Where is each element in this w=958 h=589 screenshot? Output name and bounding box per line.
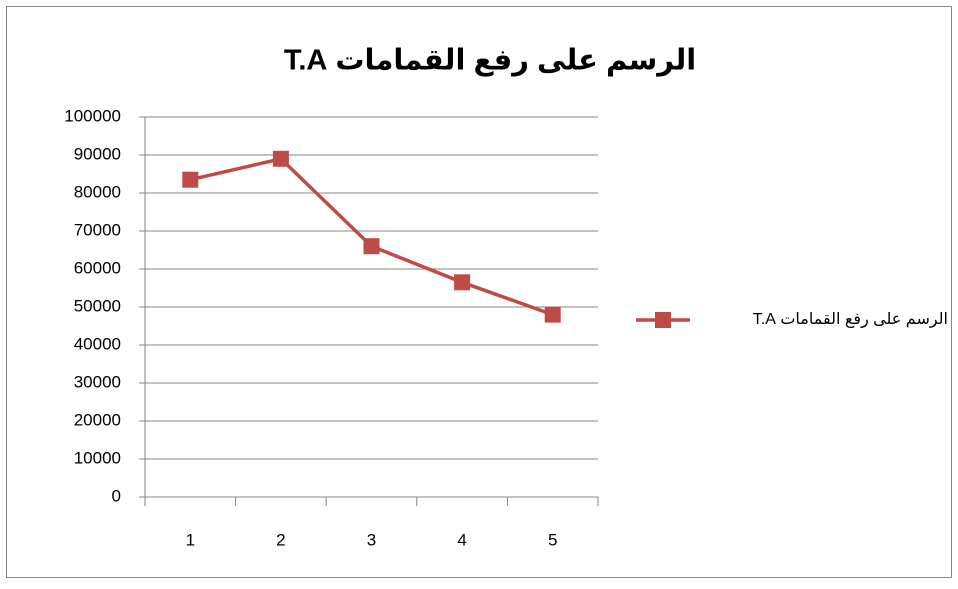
y-tick-label: 0 — [112, 486, 121, 505]
legend-label: الرسم على رفع القمامات T.A — [753, 311, 948, 329]
data-marker — [272, 150, 289, 167]
data-marker — [454, 274, 471, 291]
y-tick-label: 20000 — [74, 410, 121, 429]
y-tick-label: 10000 — [74, 448, 121, 467]
y-tick-label: 90000 — [74, 144, 121, 163]
legend-marker — [655, 312, 671, 328]
x-tick-label: 1 — [186, 530, 195, 549]
x-tick-label: 3 — [367, 530, 376, 549]
y-tick-label: 80000 — [74, 182, 121, 201]
x-tick-label: 5 — [548, 530, 557, 549]
y-tick-label: 40000 — [74, 334, 121, 353]
x-tick-label: 2 — [276, 530, 285, 549]
y-tick-label: 50000 — [74, 296, 121, 315]
data-marker — [182, 171, 199, 188]
y-tick-label: 100000 — [64, 106, 121, 125]
y-tick-label: 70000 — [74, 220, 121, 239]
chart-title: الرسم على رفع القمامات T.A — [284, 45, 696, 77]
y-tick-label: 30000 — [74, 372, 121, 391]
chart-border — [6, 6, 952, 578]
y-tick-label: 60000 — [74, 258, 121, 277]
x-tick-label: 4 — [457, 530, 466, 549]
data-marker — [363, 238, 380, 255]
data-marker — [544, 306, 561, 323]
